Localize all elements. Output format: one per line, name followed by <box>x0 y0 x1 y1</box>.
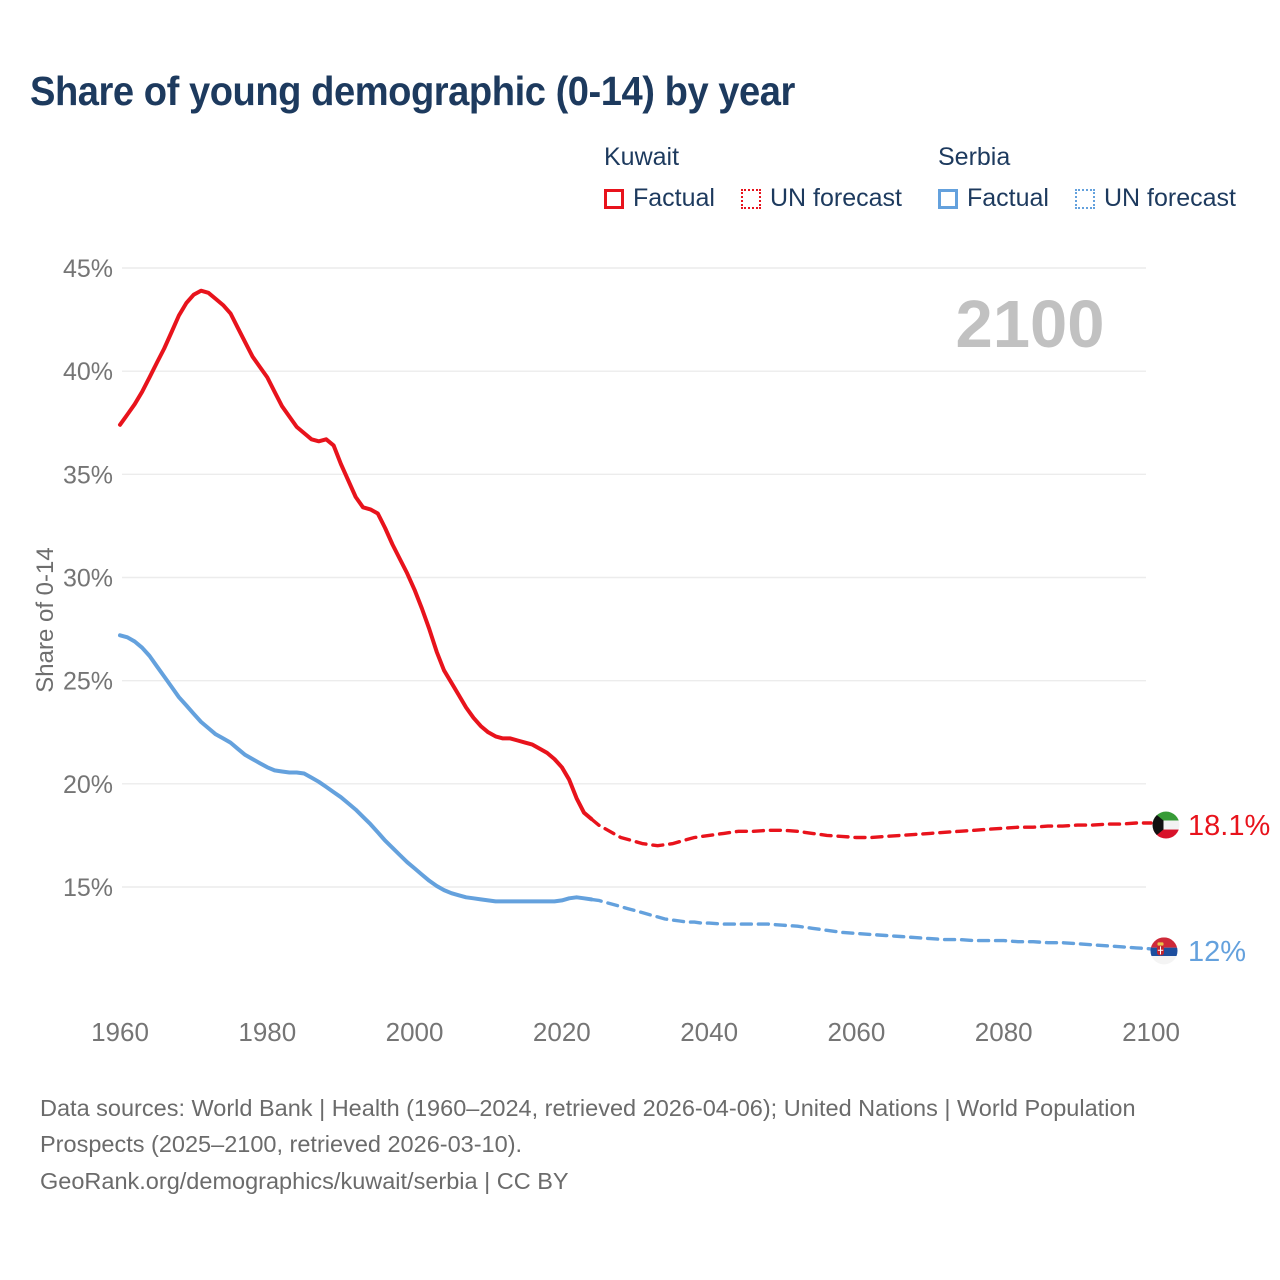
legend-item-kuwait-factual: Factual <box>604 184 715 213</box>
y-tick-label: 30% <box>63 565 113 593</box>
serbia-flag-icon <box>1150 937 1178 965</box>
x-tick-label: 2100 <box>1122 1017 1180 1047</box>
footer: Data sources: World Bank | Health (1960–… <box>40 1090 1148 1199</box>
x-tick-label: 2060 <box>828 1017 886 1047</box>
legend-items: Factual UN forecast <box>938 184 1262 213</box>
kuwait-factual-swatch-icon <box>604 188 624 209</box>
y-tick-label: 25% <box>63 668 113 696</box>
x-tick-label: 1980 <box>238 1017 296 1047</box>
legend-item-label: UN forecast <box>769 184 902 212</box>
x-tick-label: 2000 <box>386 1017 444 1047</box>
attribution-text: GeoRank.org/demographics/kuwait/serbia |… <box>40 1167 569 1194</box>
x-tick-label: 2080 <box>975 1017 1033 1047</box>
y-tick-label: 40% <box>63 358 113 386</box>
x-tick-label: 1960 <box>91 1017 149 1047</box>
serbia-forecast-swatch-icon <box>1074 188 1095 209</box>
y-tick-label: 15% <box>63 874 113 902</box>
legend-item-serbia-factual: Factual <box>938 184 1049 213</box>
legend-group-kuwait: Kuwait Factual UN forecast <box>604 143 928 213</box>
data-sources-text: Data sources: World Bank | Health (1960–… <box>40 1095 1136 1158</box>
watermark-year: 2100 <box>955 287 1104 362</box>
legend-item-kuwait-forecast: UN forecast <box>740 184 902 213</box>
legend-items: Factual UN forecast <box>604 184 928 213</box>
series-path-serbia-un-forecast <box>589 897 1153 951</box>
series-path-serbia-factual <box>118 633 594 904</box>
y-axis-title: Share of 0-14 <box>32 547 59 693</box>
y-tick-label: 35% <box>63 461 113 489</box>
legend-group-label: Serbia <box>938 143 1011 171</box>
y-tick-label: 45% <box>63 255 113 283</box>
series-path-kuwait-un-forecast <box>589 817 1153 848</box>
end-value-label-kuwait: 18.1% <box>1188 810 1270 842</box>
legend-item-label: UN forecast <box>1103 184 1236 212</box>
legend-group-label: Kuwait <box>604 143 680 171</box>
y-tick-label: 20% <box>63 771 113 799</box>
legend-item-label: Factual <box>967 184 1049 212</box>
x-tick-label: 2020 <box>533 1017 591 1047</box>
kuwait-forecast-swatch-icon <box>740 188 761 209</box>
end-value-label-serbia: 12% <box>1188 936 1246 968</box>
legend-group-serbia: Serbia Factual UN forecast <box>938 143 1262 213</box>
serbia-factual-swatch-icon <box>938 188 958 209</box>
x-tick-label: 2040 <box>680 1017 738 1047</box>
legend: Kuwait Factual UN forecast Serbia Factua… <box>0 143 1280 223</box>
kuwait-flag-icon <box>1152 811 1180 839</box>
page-title: Share of young demographic (0-14) by yea… <box>30 68 795 114</box>
legend-item-serbia-forecast: UN forecast <box>1074 184 1236 213</box>
series-path-kuwait-factual <box>118 288 594 821</box>
legend-item-label: Factual <box>633 184 715 212</box>
